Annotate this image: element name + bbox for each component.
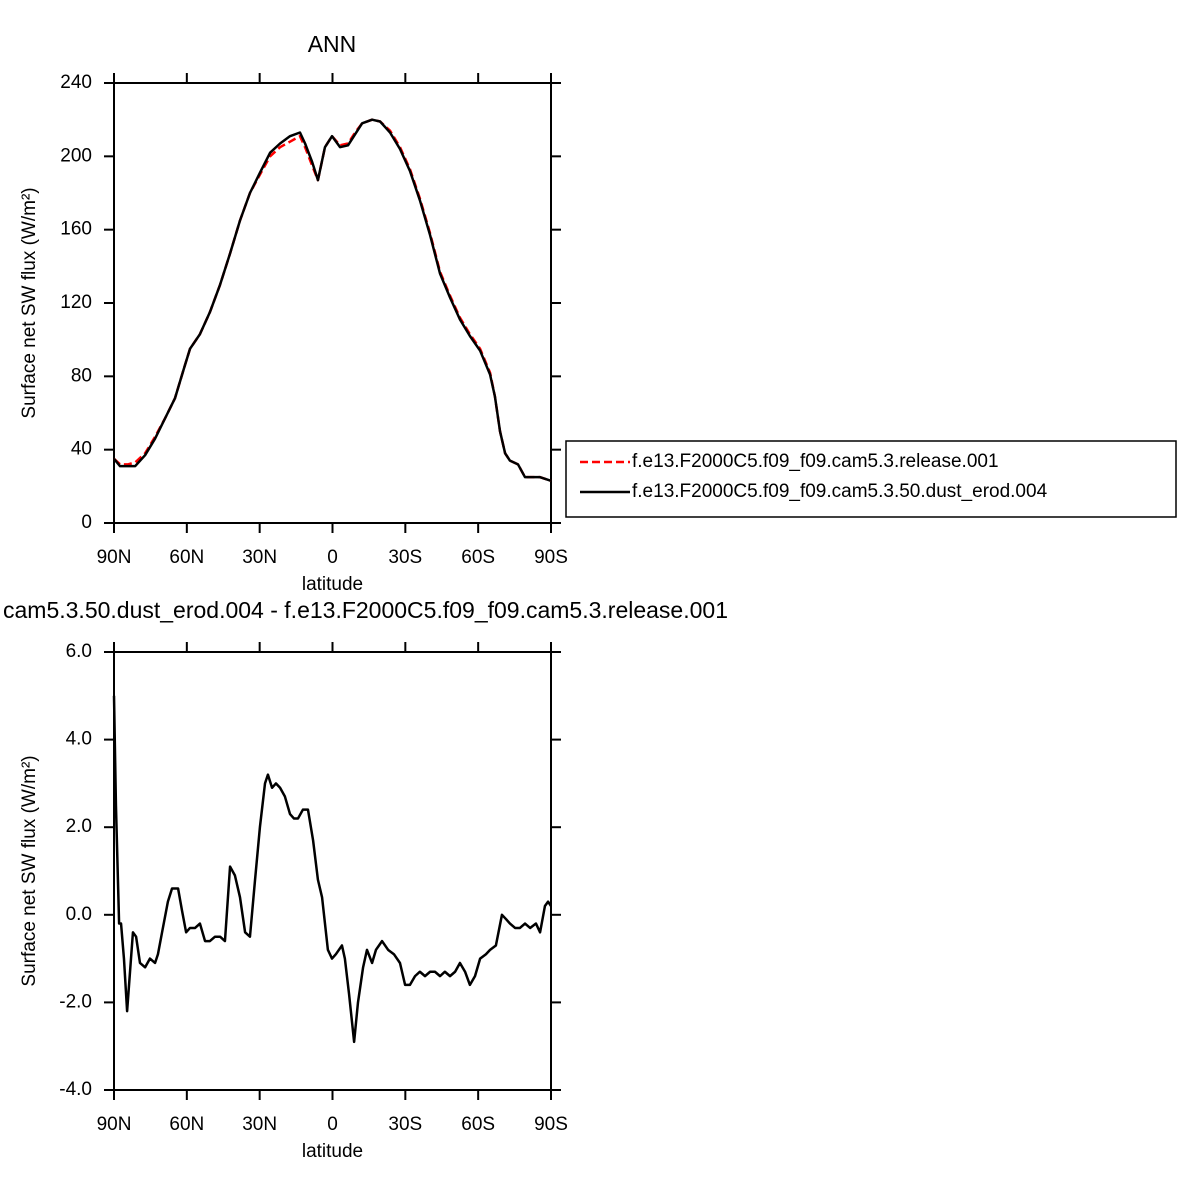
chart-title: cam5.3.50.dust_erod.004 - f.e13.F2000C5.…: [3, 597, 728, 623]
plot-frame: [113, 82, 552, 524]
x-axis-label: latitude: [302, 1141, 363, 1162]
x-tick-label: 90S: [534, 1114, 568, 1135]
x-axis-label: latitude: [302, 574, 363, 595]
y-tick-label: 2.0: [66, 816, 92, 837]
x-tick-label: 60S: [461, 1114, 495, 1135]
y-axis-label: Surface net SW flux (W/m²): [19, 755, 40, 986]
x-tick-label: 30S: [388, 1114, 422, 1135]
x-tick-label: 90S: [534, 547, 568, 568]
y-tick-label: 6.0: [66, 641, 92, 662]
chart-title: ANN: [308, 31, 357, 57]
x-tick-label: 30N: [242, 1114, 277, 1135]
x-tick-label: 60N: [169, 1114, 204, 1135]
x-tick-label: 30N: [242, 547, 277, 568]
y-tick-label: -2.0: [59, 991, 92, 1012]
legend-label: f.e13.F2000C5.f09_f09.cam5.3.release.001: [632, 451, 999, 472]
legend-label: f.e13.F2000C5.f09_f09.cam5.3.50.dust_ero…: [632, 481, 1048, 502]
y-tick-label: 240: [60, 72, 92, 93]
x-tick-label: 60N: [169, 547, 204, 568]
data-line: [113, 118, 552, 483]
y-tick-label: 0.0: [66, 904, 92, 925]
data-line: [113, 118, 552, 483]
y-tick-label: 0: [81, 512, 92, 533]
y-tick-label: 160: [60, 219, 92, 240]
x-tick-label: 90N: [97, 1114, 132, 1135]
x-tick-label: 30S: [388, 547, 422, 568]
x-tick-label: 60S: [461, 547, 495, 568]
legend-box: [565, 440, 1177, 518]
data-line: [112, 695, 553, 1044]
y-tick-label: 120: [60, 292, 92, 313]
x-tick-label: 90N: [97, 547, 132, 568]
plot-frame: [113, 651, 552, 1091]
y-tick-label: -4.0: [59, 1079, 92, 1100]
x-tick-label: 0: [327, 547, 338, 568]
x-tick-label: 0: [327, 1114, 338, 1135]
y-tick-label: 200: [60, 145, 92, 166]
y-tick-label: 4.0: [66, 729, 92, 750]
y-axis-label: Surface net SW flux (W/m²): [19, 187, 40, 418]
y-tick-label: 80: [71, 365, 92, 386]
y-tick-label: 40: [71, 439, 92, 460]
